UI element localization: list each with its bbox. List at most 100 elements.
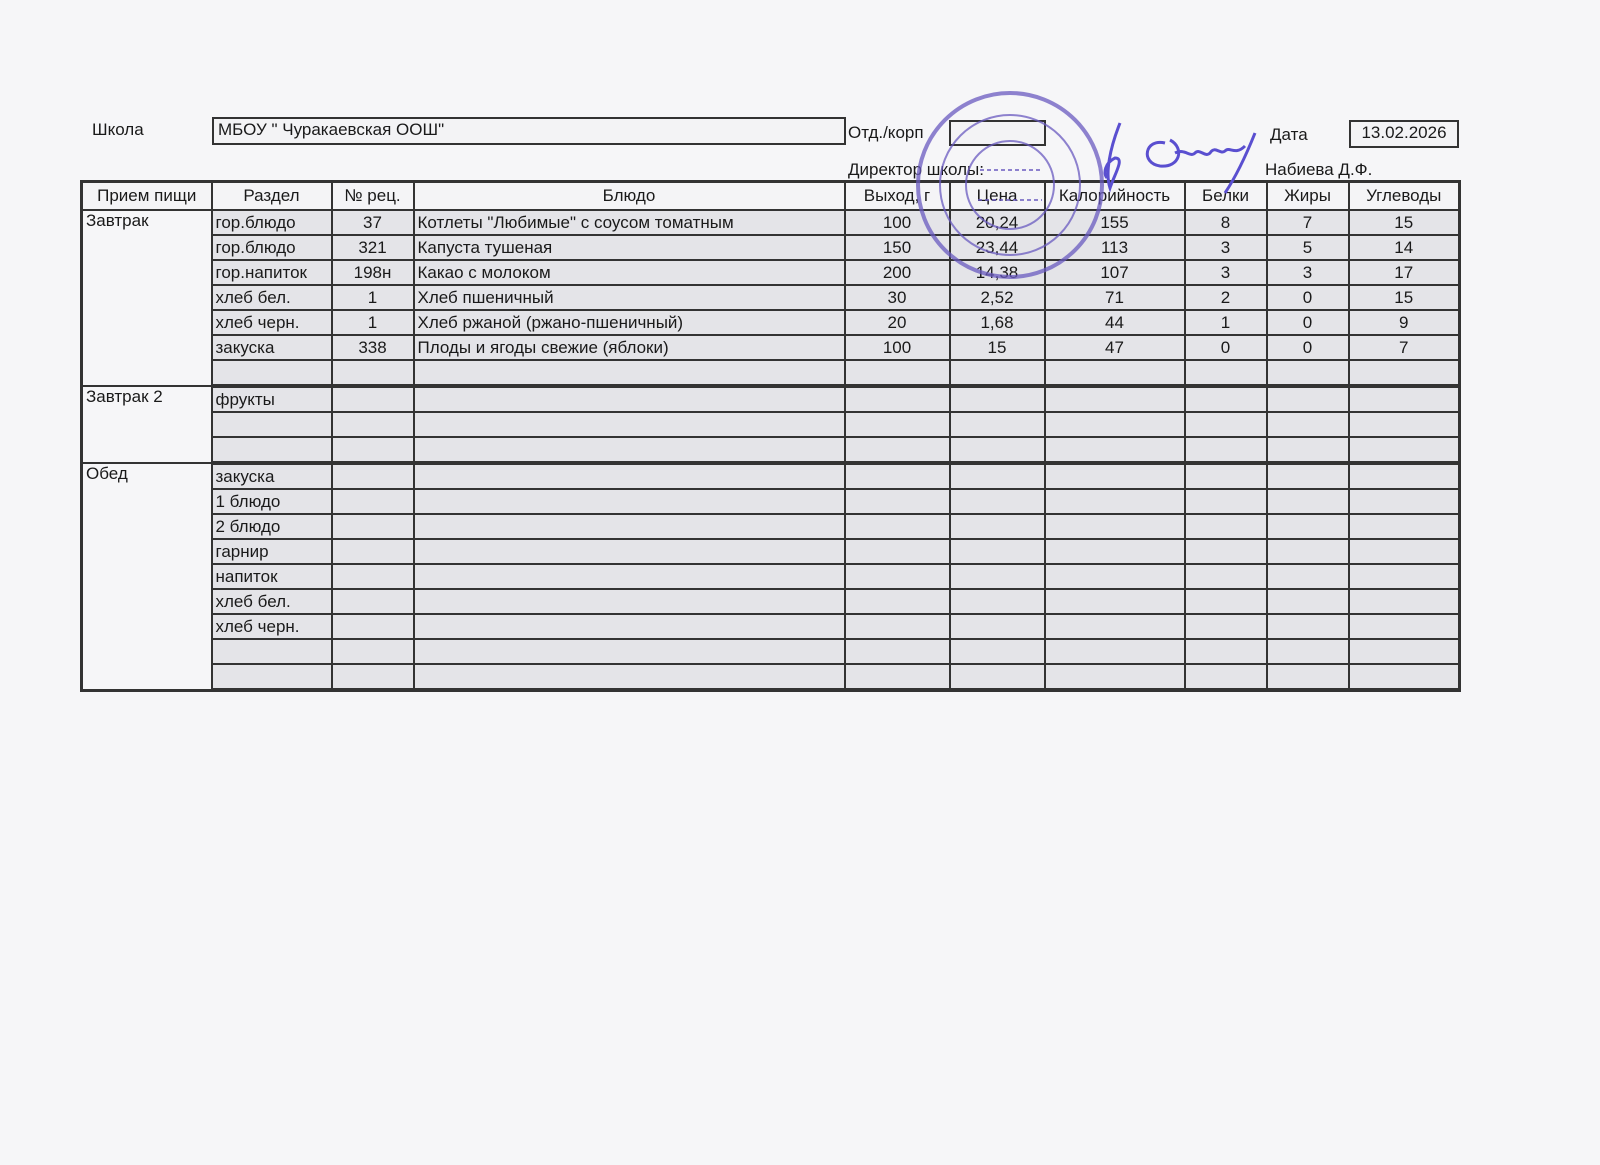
cell-proteins [1183, 613, 1268, 640]
cell-price: 1,68 [948, 309, 1046, 336]
table-row: хлеб черн. [82, 613, 1461, 640]
dept-label: Отд./корп [848, 123, 924, 142]
cell-proteins [1183, 638, 1268, 665]
cell-carbs: 17 [1347, 259, 1461, 286]
cell-dish: Капуста тушеная [412, 234, 846, 261]
cell-price: 20,24 [948, 209, 1046, 236]
cell-carbs: 7 [1347, 334, 1461, 361]
cell-dish [412, 411, 846, 438]
cell-yield [843, 513, 951, 540]
cell-yield [843, 538, 951, 565]
school-field: МБОУ " Чуракаевская ООШ" [212, 117, 846, 145]
table-row: хлеб черн. 1 Хлеб ржаной (ржано-пшеничный)… [82, 309, 1461, 336]
cell-dish [412, 638, 846, 665]
cell-calories [1043, 613, 1186, 640]
cell-proteins [1183, 588, 1268, 615]
cell-section [210, 359, 333, 388]
cell-section: 1 блюдо [210, 488, 333, 515]
cell-fats [1265, 663, 1350, 692]
cell-carbs [1347, 411, 1461, 438]
cell-fats [1265, 563, 1350, 590]
cell-carbs [1347, 385, 1461, 413]
cell-proteins [1183, 436, 1268, 465]
cell-dish [412, 588, 846, 615]
cell-price [948, 385, 1046, 413]
column-header: Блюдо [412, 180, 846, 211]
cell-calories: 71 [1043, 284, 1186, 311]
cell-price: 14,38 [948, 259, 1046, 286]
cell-fats: 0 [1265, 284, 1350, 311]
cell-price: 2,52 [948, 284, 1046, 311]
cell-yield [843, 488, 951, 515]
cell-yield: 200 [843, 259, 951, 286]
cell-yield: 20 [843, 309, 951, 336]
table-row [82, 663, 1461, 692]
cell-calories [1043, 385, 1186, 413]
cell-yield [843, 588, 951, 615]
cell-price [948, 436, 1046, 465]
cell-carbs [1347, 663, 1461, 692]
table-row [82, 359, 1461, 388]
cell-yield [843, 462, 951, 490]
cell-price [948, 563, 1046, 590]
cell-price [948, 462, 1046, 490]
meal-name: Завтрак [80, 209, 213, 387]
cell-recipe: 338 [330, 334, 415, 361]
cell-calories [1043, 538, 1186, 565]
cell-proteins: 8 [1183, 209, 1268, 236]
cell-calories: 47 [1043, 334, 1186, 361]
cell-carbs [1347, 488, 1461, 515]
cell-yield [843, 563, 951, 590]
cell-yield [843, 436, 951, 465]
cell-fats: 0 [1265, 309, 1350, 336]
cell-calories [1043, 462, 1186, 490]
cell-dish [412, 488, 846, 515]
cell-yield: 30 [843, 284, 951, 311]
menu-table: Прием пищи Раздел № рец. Блюдо Выход, г Цена К… [80, 180, 1461, 692]
cell-proteins [1183, 411, 1268, 438]
cell-recipe: 1 [330, 309, 415, 336]
cell-proteins: 0 [1183, 334, 1268, 361]
cell-fats [1265, 538, 1350, 565]
cell-yield [843, 385, 951, 413]
column-header: № рец. [330, 180, 415, 211]
cell-fats [1265, 359, 1350, 388]
cell-price [948, 359, 1046, 388]
cell-dish [412, 462, 846, 490]
cell-yield: 100 [843, 334, 951, 361]
cell-dish: Хлеб пшеничный [412, 284, 846, 311]
table-row: Обед закуска [80, 462, 1461, 691]
cell-price [948, 613, 1046, 640]
cell-carbs [1347, 613, 1461, 640]
cell-recipe [330, 588, 415, 615]
table-row: хлеб бел. [82, 588, 1461, 615]
cell-calories [1043, 588, 1186, 615]
column-header: Цена [948, 180, 1046, 211]
cell-section: хлеб бел. [210, 284, 333, 311]
column-header: Жиры [1265, 180, 1350, 211]
cell-proteins [1183, 385, 1268, 413]
cell-fats: 7 [1265, 209, 1350, 236]
date-field: 13.02.2026 [1349, 120, 1459, 148]
cell-calories [1043, 663, 1186, 692]
cell-proteins [1183, 462, 1268, 490]
table-row: напиток [82, 563, 1461, 590]
cell-carbs [1347, 538, 1461, 565]
cell-yield: 100 [843, 209, 951, 236]
table-row [82, 436, 1461, 465]
cell-section: закуска [210, 334, 333, 361]
cell-dish [412, 513, 846, 540]
cell-carbs [1347, 588, 1461, 615]
cell-carbs [1347, 436, 1461, 465]
cell-proteins: 3 [1183, 259, 1268, 286]
table-row: гор.блюдо 321 Капуста тушеная 150 23,44 113 3 5… [82, 234, 1461, 261]
cell-section: хлеб черн. [210, 613, 333, 640]
cell-carbs: 9 [1347, 309, 1461, 336]
table-row: Завтрак 2 фрукты [80, 385, 1461, 464]
cell-price [948, 638, 1046, 665]
cell-fats [1265, 588, 1350, 615]
cell-recipe [330, 663, 415, 692]
cell-price [948, 538, 1046, 565]
cell-fats: 5 [1265, 234, 1350, 261]
cell-fats: 0 [1265, 334, 1350, 361]
